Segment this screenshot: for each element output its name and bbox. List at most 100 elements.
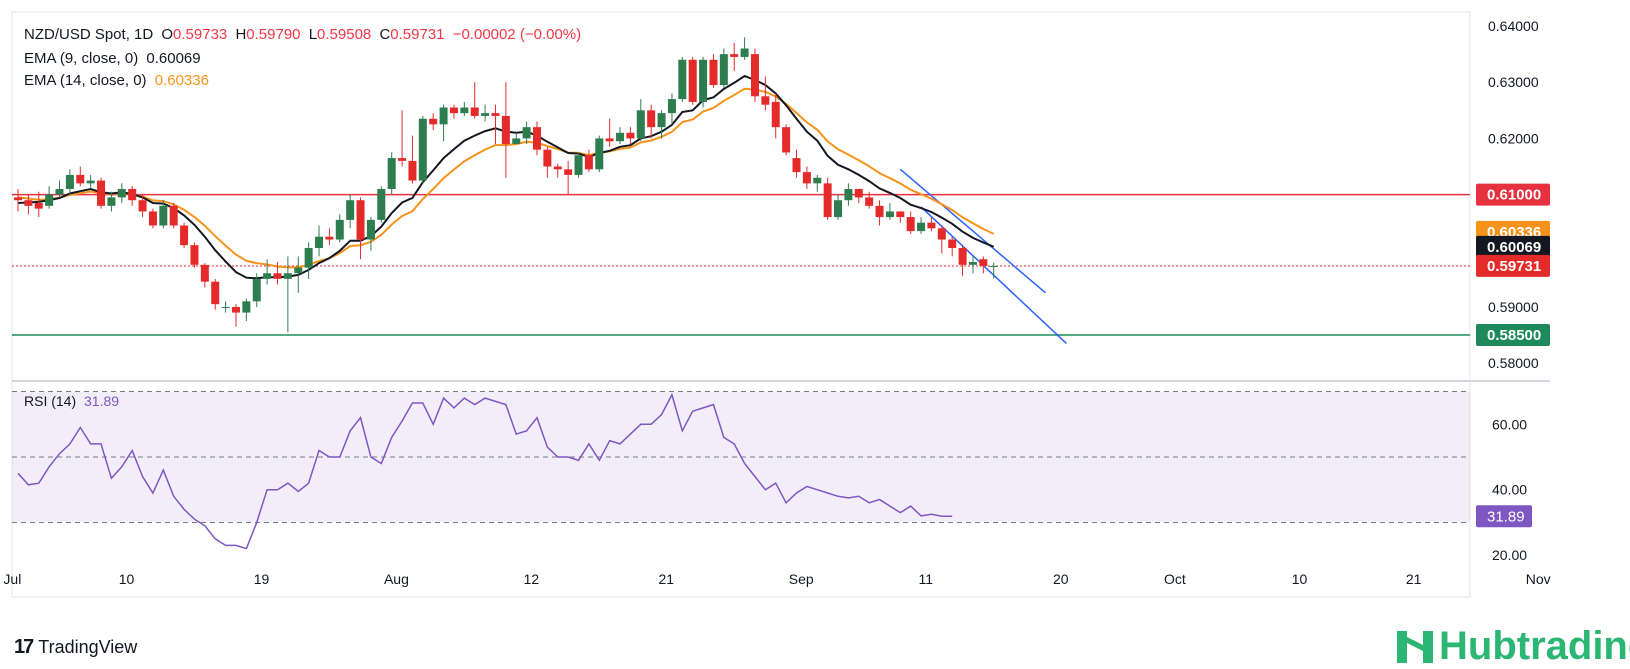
candle-body[interactable] [335,219,344,240]
candle-body[interactable] [813,177,822,184]
candle-body[interactable] [325,236,334,240]
candle-body[interactable] [315,236,324,248]
candle-body[interactable] [885,211,894,218]
candle-body[interactable] [564,169,573,175]
candle-body[interactable] [501,115,510,145]
candle-body[interactable] [128,188,137,201]
channel-upper-line[interactable] [899,168,1047,294]
candle-body[interactable] [159,205,168,226]
candle-body[interactable] [491,113,500,116]
candle-body[interactable] [283,273,292,279]
candle-body[interactable] [865,197,874,206]
candle-body[interactable] [771,101,780,128]
candle-body[interactable] [896,211,905,218]
candle-body[interactable] [263,273,272,279]
candle-body[interactable] [449,107,458,114]
candle-body[interactable] [76,174,85,184]
candle-body[interactable] [86,180,95,184]
candle-body[interactable] [533,127,541,150]
candle-body[interactable] [626,132,635,139]
candle-body[interactable] [429,118,438,125]
candle-body[interactable] [418,118,427,181]
candle-body[interactable] [221,306,230,308]
candle-body[interactable] [252,278,261,302]
candle-body[interactable] [937,228,946,240]
candle-body[interactable] [906,217,915,232]
candle-body[interactable] [460,107,469,114]
candle-body[interactable] [657,113,666,128]
candle-body[interactable] [595,138,604,170]
candle-body[interactable] [761,96,770,105]
candle-body[interactable] [65,174,74,189]
candle-body[interactable] [24,200,33,206]
candle-body[interactable] [584,155,593,170]
candle-body[interactable] [782,127,791,153]
candle-body[interactable] [917,222,926,232]
candle-body[interactable] [294,267,303,274]
candle-body[interactable] [242,301,251,313]
candle-body[interactable] [709,59,718,86]
symbol-name[interactable]: NZD/USD Spot, 1D [24,26,154,43]
candle-body[interactable] [439,107,448,125]
ema14-legend[interactable]: EMA (14, close, 0) 0.60336 [24,72,213,89]
candle-body[interactable] [346,200,355,220]
candle-body[interactable] [190,245,199,265]
candle-body[interactable] [792,158,801,173]
candle-body[interactable] [678,59,687,100]
candle-body[interactable] [605,138,614,142]
candle-body[interactable] [34,203,43,209]
candle-body[interactable] [854,188,863,198]
candle-body[interactable] [180,225,189,246]
candle-body[interactable] [834,200,843,218]
candle-body[interactable] [750,54,759,97]
candle-body[interactable] [117,188,126,198]
candle-body[interactable] [304,247,313,268]
candle-body[interactable] [169,205,178,226]
candle-body[interactable] [148,211,157,226]
candle-body[interactable] [699,59,708,102]
candle-body[interactable] [730,54,739,57]
candle-body[interactable] [408,160,417,181]
candle-body[interactable] [719,54,728,86]
candle-body[interactable] [470,107,479,116]
candle-body[interactable] [211,281,220,305]
candle-body[interactable] [138,200,147,212]
candle-body[interactable] [543,149,552,167]
candle-body[interactable] [875,205,884,218]
candle-body[interactable] [366,219,375,240]
ema9-legend[interactable]: EMA (9, close, 0) 0.60069 [24,50,205,67]
candle-body[interactable] [273,273,282,279]
candle-body[interactable] [553,166,562,170]
candle-body[interactable] [377,188,386,220]
candle-body[interactable] [97,180,106,206]
candle-body[interactable] [647,110,656,128]
candle-body[interactable] [14,197,22,201]
candle-body[interactable] [688,59,697,102]
candle-body[interactable] [200,264,209,282]
candle-body[interactable] [844,188,853,201]
candle-body[interactable] [958,247,967,265]
candle-body[interactable] [948,239,957,248]
candle-body[interactable] [398,158,407,161]
candle-body[interactable] [740,48,749,57]
rsi-legend[interactable]: RSI (14) 31.89 [24,393,123,409]
candle-body[interactable] [574,155,583,175]
candle-body[interactable] [387,158,396,189]
candle-body[interactable] [616,132,625,142]
candle-body[interactable] [927,222,936,229]
candle-body[interactable] [512,138,521,145]
candle-body[interactable] [356,200,365,240]
rsi-line[interactable] [17,392,953,550]
candle-body[interactable] [802,172,811,184]
candle-body[interactable] [45,194,54,206]
candle-body[interactable] [968,262,977,265]
candle-body[interactable] [522,127,531,139]
candle-body[interactable] [979,259,988,266]
candle-body[interactable] [55,188,64,195]
candle-body[interactable] [481,113,490,116]
candle-body[interactable] [823,183,832,218]
candle-body[interactable] [636,110,645,139]
candle-body[interactable] [107,197,116,206]
candle-body[interactable] [667,99,676,114]
